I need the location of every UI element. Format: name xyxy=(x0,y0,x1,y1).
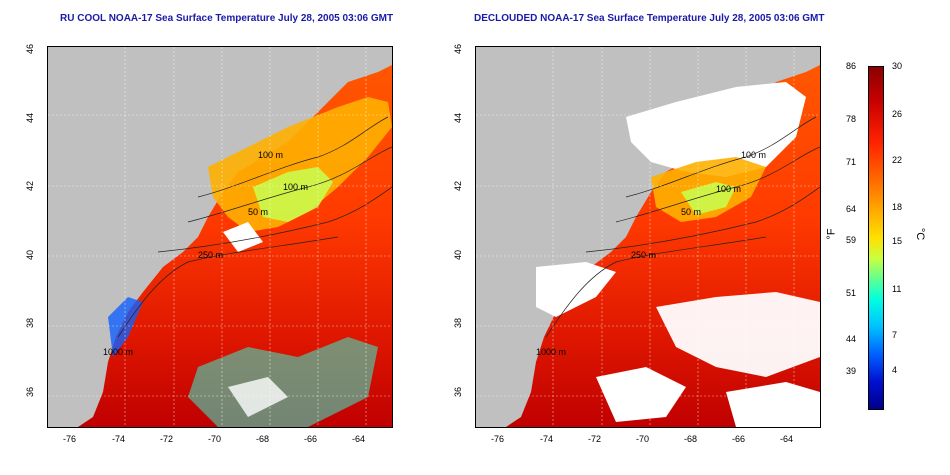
lat-tick: 36 xyxy=(25,386,36,398)
lon-tick: -72 xyxy=(588,434,602,444)
lon-tick: -70 xyxy=(208,434,222,444)
celsius-tick: 4 xyxy=(892,365,898,375)
lon-tick: -74 xyxy=(540,434,554,444)
lat-tick: 42 xyxy=(25,180,36,192)
contour-label: 1000 m xyxy=(103,347,134,357)
fahrenheit-tick: 86 xyxy=(846,61,857,71)
contour-label: 1000 m xyxy=(536,347,567,357)
cool-eddy-area xyxy=(188,337,378,427)
very-cool-water-area xyxy=(253,167,333,222)
land-area xyxy=(476,47,820,427)
celsius-tick: 22 xyxy=(892,155,903,165)
lat-tick: 40 xyxy=(25,249,36,261)
lon-tick: -76 xyxy=(63,434,77,444)
fahrenheit-tick: 44 xyxy=(846,334,857,344)
lat-tick: 46 xyxy=(453,43,464,55)
lat-tick: 44 xyxy=(25,112,36,124)
celsius-unit-label: °C xyxy=(914,227,927,241)
fahrenheit-tick: 39 xyxy=(846,366,857,376)
celsius-tick: 11 xyxy=(892,284,902,294)
depth-contour xyxy=(625,116,817,198)
contour-label: 100 m xyxy=(258,150,284,160)
right-map-title: DECLOUDED NOAA-17 Sea Surface Temperatur… xyxy=(474,13,825,24)
cloud-mask xyxy=(726,382,820,427)
celsius-tick: 18 xyxy=(892,202,903,212)
contour-label: 50 m xyxy=(248,207,269,217)
left-sst-map-image xyxy=(48,47,392,427)
lat-tick: 44 xyxy=(453,112,464,124)
celsius-tick: 30 xyxy=(892,61,903,71)
lon-tick: -70 xyxy=(636,434,650,444)
cloud-mask xyxy=(626,82,806,177)
contour-label: 100 m xyxy=(716,184,742,194)
cloud-mask xyxy=(223,222,263,252)
lat-tick: 36 xyxy=(453,386,464,398)
temperature-colorbar xyxy=(868,66,884,410)
contour-label: 250 m xyxy=(198,250,224,260)
fahrenheit-tick: 71 xyxy=(846,157,857,167)
lon-tick: -68 xyxy=(256,434,270,444)
lon-tick: -72 xyxy=(160,434,174,444)
lon-tick: -74 xyxy=(112,434,126,444)
fahrenheit-tick: 78 xyxy=(846,114,857,124)
depth-contour xyxy=(187,146,392,223)
very-cool-water-area xyxy=(681,182,736,215)
cloud-mask xyxy=(656,292,820,377)
cloud-mask xyxy=(536,262,616,317)
depth-contour xyxy=(545,236,767,338)
lon-tick: -64 xyxy=(780,434,794,444)
celsius-tick: 7 xyxy=(892,330,898,340)
lon-tick: -76 xyxy=(491,434,505,444)
depth-contour xyxy=(117,236,339,338)
land-area xyxy=(48,47,392,427)
upwelling-area xyxy=(108,297,143,357)
right-sst-map-image xyxy=(476,47,820,427)
left-sst-map: 100 m 100 m 50 m 250 m 1000 m xyxy=(47,46,393,428)
cool-water-area xyxy=(208,97,392,232)
fahrenheit-tick: 59 xyxy=(846,235,857,245)
right-sst-map: 100 m 100 m 50 m 250 m 1000 m xyxy=(475,46,821,428)
cloud-mask xyxy=(596,367,686,422)
depth-contour xyxy=(157,186,392,253)
lat-tick: 46 xyxy=(25,43,36,55)
celsius-tick: 26 xyxy=(892,109,903,119)
lon-tick: -68 xyxy=(684,434,698,444)
contour-label: 250 m xyxy=(631,250,657,260)
grid-lines xyxy=(476,47,820,427)
lon-tick: -64 xyxy=(352,434,366,444)
contour-label: 100 m xyxy=(283,182,309,192)
depth-contour xyxy=(585,186,820,253)
lat-tick: 40 xyxy=(453,249,464,261)
lat-tick: 42 xyxy=(453,180,464,192)
fahrenheit-tick: 51 xyxy=(846,288,857,298)
cloud-mask xyxy=(228,377,288,417)
left-map-title: RU COOL NOAA-17 Sea Surface Temperature … xyxy=(60,13,394,24)
fahrenheit-tick: 64 xyxy=(846,204,857,214)
lon-tick: -66 xyxy=(732,434,746,444)
celsius-tick: 15 xyxy=(892,236,903,246)
grid-lines xyxy=(48,47,392,427)
contour-label: 100 m xyxy=(741,150,767,160)
depth-contour xyxy=(615,146,820,223)
lat-tick: 38 xyxy=(453,317,464,329)
contour-label: 50 m xyxy=(681,207,702,217)
lon-tick: -66 xyxy=(304,434,318,444)
depth-contour xyxy=(197,116,389,198)
fahrenheit-unit-label: °F xyxy=(825,228,838,240)
lat-tick: 38 xyxy=(25,317,36,329)
